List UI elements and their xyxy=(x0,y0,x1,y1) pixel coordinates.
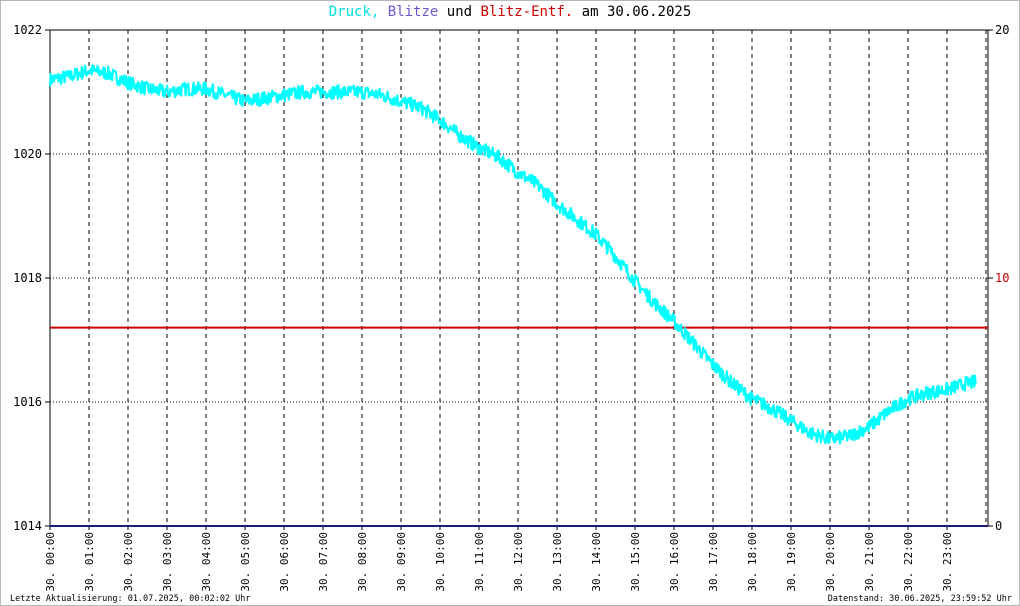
x-tick-label: 30. 04:00 xyxy=(200,532,213,592)
chart-title: Druck, Blitze und Blitz-Entf. am 30.06.2… xyxy=(0,4,1020,20)
x-tick-label: 30. 15:00 xyxy=(629,532,642,592)
left-tick-label: 1018 xyxy=(13,271,42,285)
x-tick-label: 30. 00:00 xyxy=(44,532,57,592)
x-tick-label: 30. 05:00 xyxy=(239,532,252,592)
x-tick-label: 30. 12:00 xyxy=(512,532,525,592)
left-tick-label: 1022 xyxy=(13,23,42,37)
x-tick-label: 30. 06:00 xyxy=(278,532,291,592)
left-tick-label: 1014 xyxy=(13,519,42,533)
right-tick-label: 10 xyxy=(995,271,1009,285)
x-tick-label: 30. 16:00 xyxy=(668,532,681,592)
title-druck: Druck, xyxy=(328,4,380,20)
x-tick-label: 30. 08:00 xyxy=(356,532,369,592)
footer-data-status: Datenstand: 30.06.2025, 23:59:52 Uhr xyxy=(827,594,1012,604)
series-druck xyxy=(48,64,978,445)
right-tick-label: 20 xyxy=(995,23,1009,37)
x-tick-label: 30. 03:00 xyxy=(161,532,174,592)
title-date: am 30.06.2025 xyxy=(581,4,692,20)
footer-last-update: Letzte Aktualisierung: 01.07.2025, 00:02… xyxy=(10,594,251,604)
x-tick-label: 30. 21:00 xyxy=(863,532,876,592)
x-tick-label: 30. 11:00 xyxy=(473,532,486,592)
x-tick-label: 30. 02:00 xyxy=(122,532,135,592)
x-tick-label: 30. 22:00 xyxy=(902,532,915,592)
x-tick-label: 30. 10:00 xyxy=(434,532,447,592)
right-tick-label: 0 xyxy=(995,519,1002,533)
x-tick-label: 30. 18:00 xyxy=(746,532,759,592)
x-tick-label: 30. 07:00 xyxy=(317,532,330,592)
title-und: und xyxy=(446,4,473,20)
x-tick-label: 30. 13:00 xyxy=(551,532,564,592)
x-tick-label: 30. 23:00 xyxy=(941,532,954,592)
x-tick-label: 30. 20:00 xyxy=(824,532,837,592)
left-tick-label: 1016 xyxy=(13,395,42,409)
x-tick-label: 30. 19:00 xyxy=(785,532,798,592)
title-blitze: Blitze xyxy=(387,4,439,20)
x-tick-label: 30. 01:00 xyxy=(83,532,96,592)
x-tick-label: 30. 09:00 xyxy=(395,532,408,592)
x-tick-label: 30. 17:00 xyxy=(707,532,720,592)
title-blitz-entf: Blitz-Entf. xyxy=(480,4,574,20)
left-tick-label: 1020 xyxy=(13,147,42,161)
x-tick-label: 30. 14:00 xyxy=(590,532,603,592)
